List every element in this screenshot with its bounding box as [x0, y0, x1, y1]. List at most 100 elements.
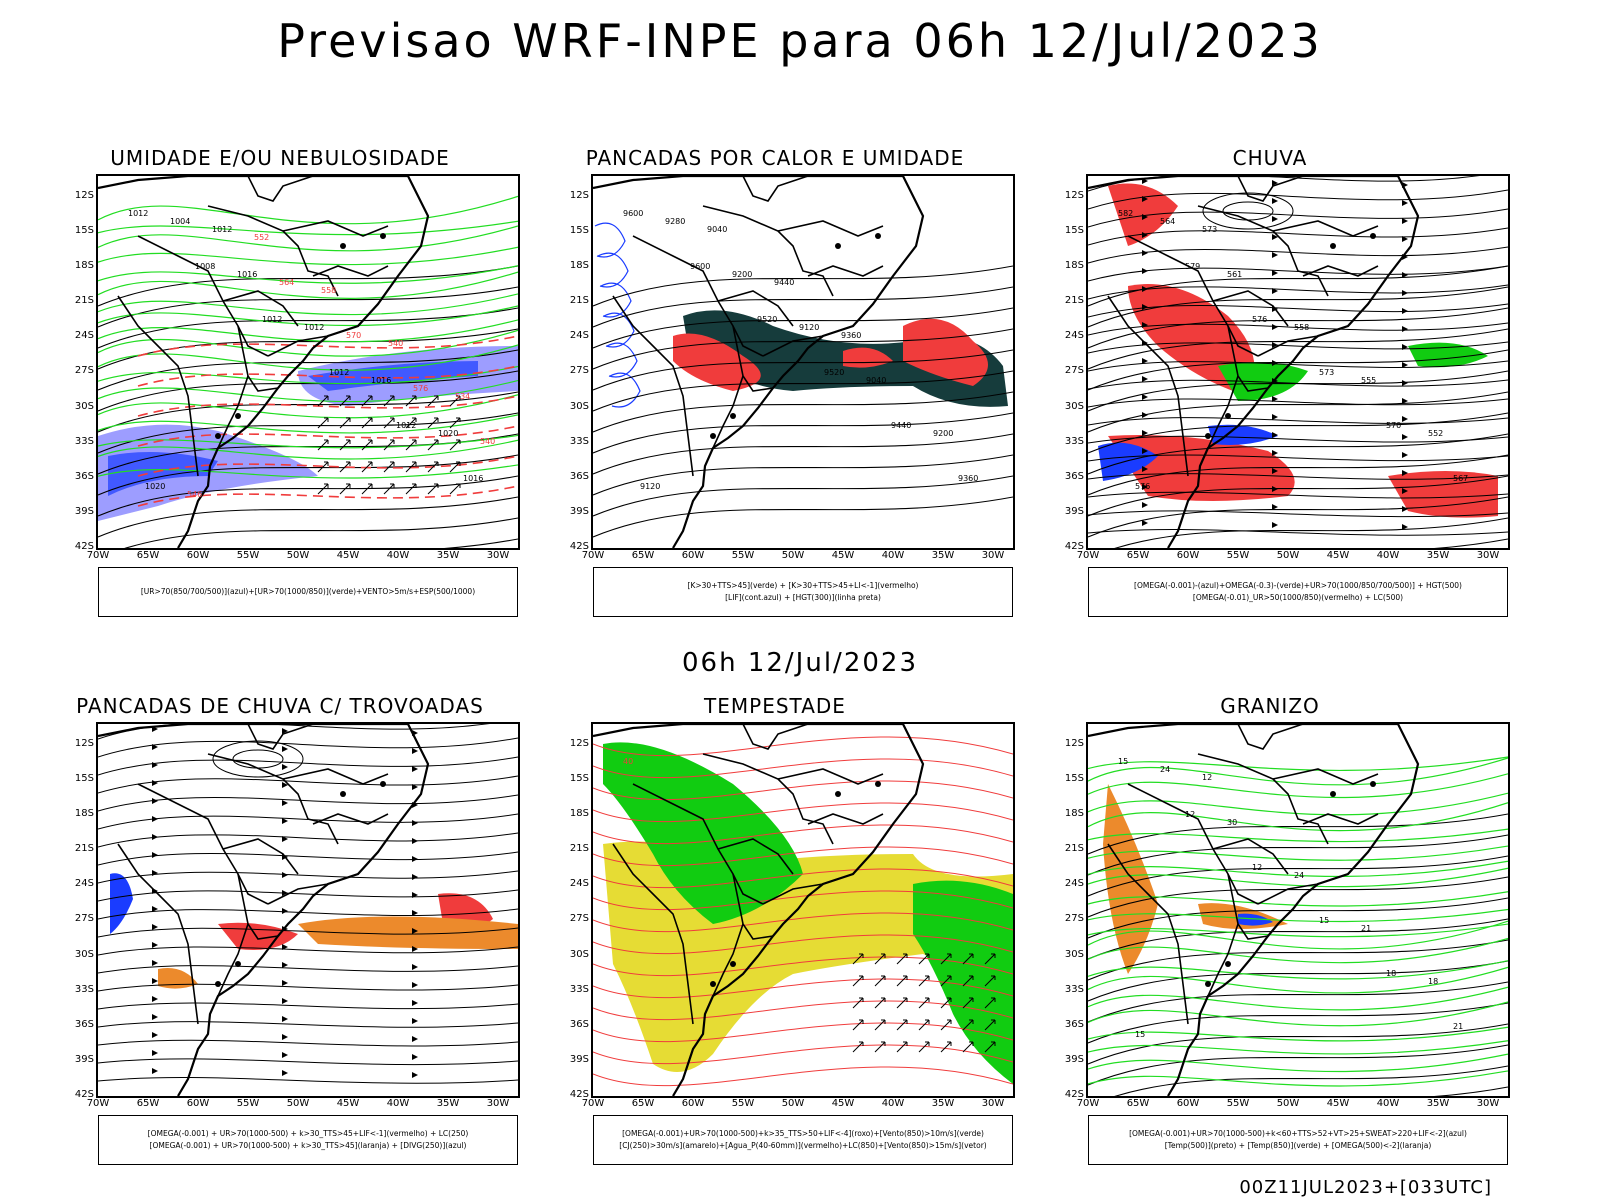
streamline-arrow	[412, 820, 418, 826]
legend-line: [OMEGA(-0.001)+UR>70(1000-500)+k>35_TTS>…	[622, 1129, 984, 1138]
wind-vector	[962, 997, 974, 1009]
contour-label: 546	[187, 490, 202, 499]
map-svg: 9600 9600 9520 9520 9440 9360 9280 9200 9120 9040…	[593, 176, 1013, 548]
lat-tick-label: 33S	[1064, 983, 1084, 995]
contour-label: 561	[1227, 270, 1242, 279]
isoline	[593, 912, 1013, 933]
isoline	[98, 349, 518, 391]
lon-axis: 70W 65W 60W 55W 50W 45W 40W 35W 30W	[87, 1098, 518, 1110]
streamline-arrow	[152, 978, 158, 984]
wind-vector	[940, 997, 952, 1009]
country-border	[762, 883, 824, 905]
streamline	[98, 775, 518, 794]
green-contour	[1088, 937, 1508, 964]
middle-date-label: 06h 12/Jul/2023	[682, 648, 918, 678]
circulation-center	[212, 740, 304, 778]
green-contour	[98, 344, 518, 371]
wind-vector	[317, 395, 329, 407]
wind-vector	[940, 1019, 952, 1031]
lat-tick-label: 33S	[1064, 435, 1084, 447]
country-border	[217, 375, 249, 449]
streamline-arrow	[152, 996, 158, 1002]
streamline-arrow	[152, 852, 158, 858]
lif-contour	[606, 342, 638, 378]
lon-tick-label: 45W	[336, 550, 360, 561]
isoline	[1088, 834, 1508, 876]
lat-tick-label: 42S	[569, 1088, 589, 1100]
green-contour	[98, 293, 518, 316]
streamline-arrow	[412, 1000, 418, 1006]
wind-vector	[918, 997, 930, 1009]
streamline	[98, 908, 518, 920]
legend-pancadas-calor: [K>30+TTS>45](verde) + [K>30+TTS>45+LI<-…	[593, 567, 1013, 617]
green-contour	[1088, 1070, 1508, 1087]
lat-tick-label: 36S	[569, 470, 589, 482]
lat-tick-label: 21S	[74, 843, 94, 855]
country-border	[807, 813, 884, 825]
isoline	[1088, 496, 1508, 538]
country-border	[222, 290, 299, 327]
lon-tick-label: 45W	[336, 1098, 360, 1109]
lat-tick-label: 15S	[74, 225, 94, 237]
streamline-arrow	[1142, 358, 1148, 364]
wind-vector	[962, 975, 974, 987]
wind-vector	[449, 483, 461, 495]
lon-tick-label: 40W	[386, 550, 410, 561]
isoline	[98, 286, 518, 328]
streamline	[1088, 322, 1508, 336]
legend-line: [K>30+TTS>45](verde) + [K>30+TTS>45+LI<-…	[687, 581, 919, 590]
wind-vector	[962, 953, 974, 965]
contour-label: 18	[1386, 969, 1396, 978]
lake-marker	[1330, 243, 1336, 249]
isoline	[593, 890, 1013, 911]
shaded-region	[298, 916, 518, 949]
country-border	[1197, 205, 1329, 297]
streamline-arrow	[1272, 234, 1278, 240]
lake-marker	[835, 791, 841, 797]
streamline	[98, 1058, 518, 1066]
wind-vector	[874, 975, 886, 987]
lat-tick-label: 39S	[74, 1053, 94, 1065]
lake-marker	[710, 981, 716, 987]
country-border	[217, 923, 249, 997]
country-border	[267, 883, 329, 905]
lon-tick-label: 60W	[681, 1098, 705, 1109]
lat-tick-label: 33S	[569, 435, 589, 447]
contour-label: 9040	[707, 225, 727, 234]
lon-tick-label: 40W	[881, 550, 905, 561]
streamline-arrow	[412, 982, 418, 988]
lat-tick-label: 33S	[74, 435, 94, 447]
wind-vector	[896, 975, 908, 987]
lat-axis: 12S 15S 18S 21S 24S 27S 30S 33S 36S 39S 42S	[559, 176, 589, 552]
lat-tick-label: 27S	[74, 365, 94, 377]
streamline-arrow	[1402, 200, 1408, 206]
contour-label: 18	[1428, 977, 1438, 986]
wind-vector	[874, 997, 886, 1009]
streamline-arrow	[152, 924, 158, 930]
streamline-arrow	[1142, 376, 1148, 382]
contour-label: 1012	[304, 323, 324, 332]
contour-label: 570	[1386, 421, 1401, 430]
legend-chuva: [OMEGA(-0.001)-(azul)+OMEGA(-0.3)-(verde…	[1088, 567, 1508, 617]
lif-contour	[603, 312, 635, 348]
lat-tick-label: 12S	[1064, 738, 1084, 749]
contour-label: 9520	[757, 315, 777, 324]
country-border	[807, 265, 884, 277]
contour-label: 573	[1202, 225, 1217, 234]
streamline-arrow	[152, 816, 158, 822]
lon-tick-label: 45W	[831, 1098, 855, 1109]
streamline	[98, 737, 518, 758]
lon-tick-label: 45W	[1326, 550, 1350, 561]
streamline-arrow	[412, 766, 418, 772]
lat-tick-label: 30S	[74, 948, 94, 960]
lon-tick-label: 65W	[631, 550, 655, 561]
streamline-arrow	[1272, 198, 1278, 204]
streamline-arrow	[1402, 218, 1408, 224]
coastline	[593, 176, 925, 548]
lon-tick-label: 55W	[1226, 550, 1250, 561]
legend-line: [LIF](cont.azul) + [HGT(300)](linha pret…	[725, 593, 881, 602]
wind-vector	[984, 997, 996, 1009]
isoline	[98, 265, 518, 307]
streamline	[98, 794, 518, 812]
circulation-center	[1222, 201, 1274, 221]
